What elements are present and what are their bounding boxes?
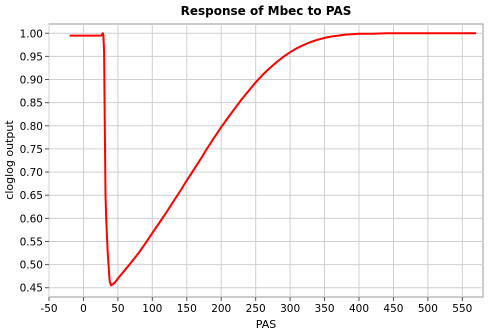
plot-area — [48, 23, 484, 298]
y-tick-label: 1.00 — [20, 28, 43, 40]
y-axis-label: cloglog output — [3, 120, 16, 200]
x-tick-label: 300 — [280, 303, 300, 315]
y-tick-label: 0.85 — [20, 98, 43, 110]
x-tick-label: 250 — [246, 303, 266, 315]
y-tick-label: 0.50 — [20, 260, 43, 272]
grid — [48, 24, 483, 297]
y-axis-ticks: 0.45 0.50 0.55 0.60 0.65 0.70 0.75 0.80 0.85 0.90… — [20, 28, 49, 295]
x-tick-label: 50 — [111, 303, 124, 315]
x-tick-label: 400 — [349, 303, 369, 315]
y-tick-label: 0.95 — [20, 51, 43, 63]
x-tick-label: 450 — [383, 303, 403, 315]
y-tick-label: 0.80 — [20, 121, 43, 133]
x-tick-label: -50 — [40, 303, 57, 315]
x-axis-label: PAS — [256, 318, 276, 331]
x-tick-label: 200 — [211, 303, 231, 315]
y-tick-label: 0.45 — [20, 283, 43, 295]
y-tick-label: 0.65 — [20, 190, 43, 202]
x-axis-ticks: -50 0 50 100 150 200 250 300 350 400 450 500 550 — [40, 297, 472, 315]
chart-title: Response of Mbec to PAS — [181, 4, 352, 18]
x-tick-label: 500 — [418, 303, 438, 315]
x-tick-label: 550 — [452, 303, 472, 315]
y-tick-label: 0.75 — [20, 144, 43, 156]
series-line — [69, 32, 477, 287]
x-tick-label: 0 — [80, 303, 87, 315]
x-tick-label: 350 — [315, 303, 335, 315]
x-tick-label: 100 — [142, 303, 162, 315]
y-tick-label: 0.90 — [20, 75, 43, 87]
y-tick-label: 0.55 — [20, 236, 43, 248]
y-tick-label: 0.70 — [20, 167, 43, 179]
x-tick-label: 150 — [177, 303, 197, 315]
series-group — [69, 32, 477, 287]
y-tick-label: 0.60 — [20, 213, 43, 225]
